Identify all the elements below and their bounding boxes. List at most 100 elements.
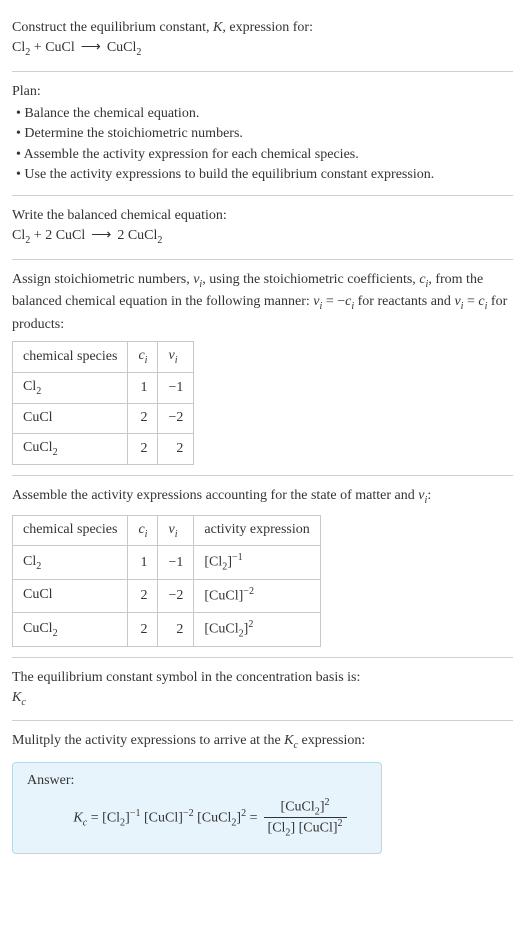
symbol-kc: Kc: [12, 688, 513, 710]
vi-i: i: [175, 528, 178, 539]
num-a: [CuCl: [281, 800, 315, 815]
prompt-line: Construct the equilibrium constant, K, e…: [12, 18, 513, 38]
product-sub: 2: [136, 47, 141, 58]
stoich-t1: Assign stoichiometric numbers,: [12, 272, 193, 287]
activity-table: chemical species ci νi activity expressi…: [12, 515, 321, 647]
table-row: CuCl2 2 2: [13, 434, 194, 465]
ae-a: [Cl: [204, 555, 222, 570]
product: CuCl: [107, 40, 137, 55]
stoich-t4: for reactants and: [354, 294, 454, 309]
bal-a: Cl: [12, 228, 25, 243]
ci-i: i: [145, 528, 148, 539]
table-row: CuCl 2 −2: [13, 403, 194, 434]
bal-c: CuCl: [128, 228, 158, 243]
activity-section: Assemble the activity expressions accoun…: [12, 476, 513, 658]
plus-sign: +: [30, 40, 45, 55]
prompt-equation: Cl2 + CuCl⟶CuCl2: [12, 38, 513, 60]
t3a: [CuCl: [197, 810, 231, 825]
final-text: Mulitply the activity expressions to arr…: [12, 731, 513, 753]
ae-exp: −1: [232, 552, 243, 563]
balanced-title: Write the balanced chemical equation:: [12, 206, 513, 226]
cell-vi: −1: [158, 372, 194, 403]
plan-item: Use the activity expressions to build th…: [16, 165, 513, 185]
reactant-b: CuCl: [45, 40, 75, 55]
col-vi: νi: [158, 342, 194, 373]
table-header-row: chemical species ci νi activity expressi…: [13, 515, 321, 546]
col-ci: ci: [128, 515, 158, 546]
plan-item: Balance the chemical equation.: [16, 104, 513, 124]
cell-activity: [Cl2]−1: [194, 546, 320, 579]
cell-vi: 2: [158, 434, 194, 465]
cell-ci: 2: [128, 403, 158, 434]
col-vi: νi: [158, 515, 194, 546]
plan-section: Plan: Balance the chemical equation. Det…: [12, 72, 513, 196]
symbol-section: The equilibrium constant symbol in the c…: [12, 658, 513, 722]
final-section: Mulitply the activity expressions to arr…: [12, 721, 513, 863]
eq-sign: =: [87, 810, 102, 825]
table-row: Cl2 1 −1 [Cl2]−1: [13, 546, 321, 579]
prompt-K: K: [213, 20, 222, 35]
reactant-a: Cl: [12, 40, 25, 55]
prompt-section: Construct the equilibrium constant, K, e…: [12, 8, 513, 72]
activity-text: Assemble the activity expressions accoun…: [12, 486, 513, 508]
expr-left: Kc = [Cl2]−1 [CuCl]−2 [CuCl2]2 =: [73, 808, 257, 828]
sp: CuCl: [23, 410, 53, 425]
ci-i: i: [145, 355, 148, 366]
t2exp: −2: [183, 808, 194, 819]
cell-ci: 1: [128, 546, 158, 579]
fraction-denominator: [Cl2] [CuCl]2: [264, 817, 347, 838]
ae-exp: 2: [248, 619, 253, 630]
plan-item: Assemble the activity expression for eac…: [16, 145, 513, 165]
t1exp: −1: [130, 808, 141, 819]
plus-sign: +: [30, 228, 45, 243]
final-t1: Mulitply the activity expressions to arr…: [12, 733, 284, 748]
final-t2: expression:: [298, 733, 365, 748]
plan-list: Balance the chemical equation. Determine…: [12, 104, 513, 185]
sp: CuCl: [23, 621, 53, 636]
col-ci: ci: [128, 342, 158, 373]
ae-a: [CuCl: [204, 622, 238, 637]
rel1-eq: = −: [322, 294, 345, 309]
fraction: [CuCl2]2 [Cl2] [CuCl]2: [264, 797, 347, 839]
sp-sub: 2: [53, 627, 58, 638]
K-symbol: K: [73, 810, 82, 825]
stoich-table: chemical species ci νi Cl2 1 −1 CuCl 2 −…: [12, 341, 194, 465]
kc-expression: Kc = [Cl2]−1 [CuCl]−2 [CuCl2]2 = [CuCl2]…: [27, 797, 367, 839]
table-row: Cl2 1 −1: [13, 372, 194, 403]
bal-c-coef: 2: [117, 228, 128, 243]
cell-vi: −1: [158, 546, 194, 579]
cell-ci: 1: [128, 372, 158, 403]
col-activity: activity expression: [194, 515, 320, 546]
arrow-icon: ⟶: [85, 228, 117, 243]
sp-sub: 2: [36, 386, 41, 397]
ae-exp: −2: [243, 586, 254, 597]
cell-species: CuCl: [13, 579, 128, 612]
den2-a: [CuCl]: [299, 821, 338, 836]
cell-species: CuCl2: [13, 613, 128, 646]
cell-species: Cl2: [13, 546, 128, 579]
balanced-equation: Cl2 + 2 CuCl⟶2 CuCl2: [12, 226, 513, 248]
eq-sign: =: [246, 810, 257, 825]
rel2-eq: =: [463, 294, 478, 309]
cell-species: Cl2: [13, 372, 128, 403]
den1-a: [Cl: [268, 821, 286, 836]
table-row: CuCl2 2 2 [CuCl2]2: [13, 613, 321, 646]
t2a: [CuCl]: [144, 810, 183, 825]
cell-ci: 2: [128, 613, 158, 646]
cell-activity: [CuCl]−2: [194, 579, 320, 612]
balanced-section: Write the balanced chemical equation: Cl…: [12, 196, 513, 260]
sp: Cl: [23, 379, 36, 394]
cell-vi: 2: [158, 613, 194, 646]
arrow-icon: ⟶: [75, 40, 107, 55]
sp-sub: 2: [36, 561, 41, 572]
den2-exp: 2: [338, 818, 343, 829]
table-header-row: chemical species ci νi: [13, 342, 194, 373]
fraction-numerator: [CuCl2]2: [264, 797, 347, 817]
prompt-prefix: Construct the equilibrium constant,: [12, 20, 213, 35]
cell-ci: 2: [128, 579, 158, 612]
answer-label: Answer:: [27, 773, 367, 789]
t1a: [Cl: [102, 810, 120, 825]
cell-vi: −2: [158, 403, 194, 434]
cell-species: CuCl2: [13, 434, 128, 465]
bal-b-coef: 2: [45, 228, 56, 243]
